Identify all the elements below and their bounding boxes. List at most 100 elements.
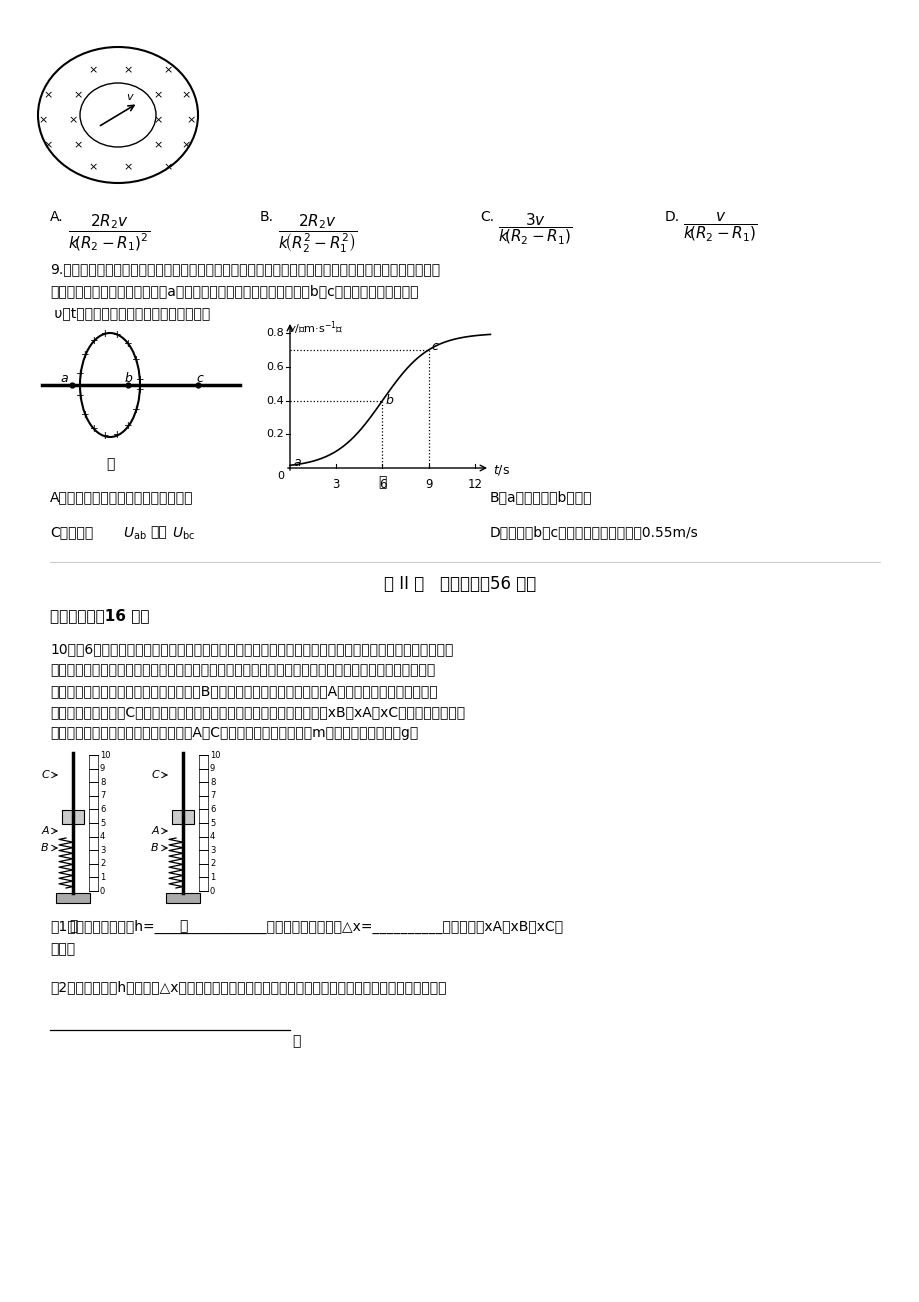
Bar [172,810,194,824]
Text: 5: 5 [100,819,105,828]
Text: 示）。: 示）。 [50,943,75,956]
Text: c: c [197,372,203,385]
Text: 甲: 甲 [69,919,77,934]
Text: 6: 6 [100,805,106,814]
Text: 6: 6 [210,805,215,814]
Text: +: + [90,336,98,346]
Text: $v$/（m·s$^{-1}$）: $v$/（m·s$^{-1}$） [288,319,344,337]
Text: 小于: 小于 [150,525,166,539]
Text: ×: × [164,161,173,172]
Text: 升到最高点的位置为C，分别记下这几个点位置并从刻度尺上读出对应示数xB、xA、xC，不断改变弹簧压: 升到最高点的位置为C，分别记下这几个点位置并从刻度尺上读出对应示数xB、xA、x… [50,704,465,719]
Text: 乙: 乙 [378,475,386,490]
Text: $\dfrac{2R_2v}{k\!\left(R_2-R_1\right)^2}$: $\dfrac{2R_2v}{k\!\left(R_2-R_1\right)^2… [68,212,150,253]
Text: +: + [90,424,98,435]
Text: +: + [132,405,141,414]
Text: A．带电圆环在圆心处产生的场强为零: A．带电圆环在圆心处产生的场强为零 [50,490,193,504]
Text: +: + [81,350,90,361]
Text: a: a [60,372,68,385]
Text: 0.4: 0.4 [266,396,284,405]
Text: 10: 10 [100,750,110,759]
Text: ×: × [153,141,163,150]
Text: A: A [151,825,159,836]
Text: +: + [101,431,110,441]
Text: 7: 7 [210,792,215,801]
Text: ；: ； [291,1034,300,1048]
Text: 1: 1 [210,872,215,881]
Text: +: + [124,421,132,431]
Text: 9.如图甲所示，一绝缘的竖直圆环上均匀分布着正电荷，一光滑细杆从圆心垂直圆环平面穿过圆环，杆上: 9.如图甲所示，一绝缘的竖直圆环上均匀分布着正电荷，一光滑细杆从圆心垂直圆环平面… [50,262,439,276]
Text: ×: × [153,115,163,125]
Text: 二、实验题（16 分）: 二、实验题（16 分） [50,608,150,622]
Text: D．小球由b到c的过程中平均速度小于0.55m/s: D．小球由b到c的过程中平均速度小于0.55m/s [490,525,698,539]
Text: $\dfrac{3v}{k\!\left(R_2-R_1\right)}$: $\dfrac{3v}{k\!\left(R_2-R_1\right)}$ [497,212,572,247]
Text: 套有带正电的小球，现使小球从a点由静止释放，并开始计时，后经过b、c两点，其运动过程中的: 套有带正电的小球，现使小球从a点由静止释放，并开始计时，后经过b、c两点，其运动… [50,284,418,298]
Text: 4: 4 [100,832,105,841]
Text: 的关系，将弹簧和一带有指针的滑块套在竖直的光滑杆上，滑块和弹簧不拴接，在杆的一侧竖直固定刻度: 的关系，将弹簧和一带有指针的滑块套在竖直的光滑杆上，滑块和弹簧不拴接，在杆的一侧… [50,663,435,677]
Text: 9: 9 [100,764,105,773]
Text: ×: × [187,115,196,125]
Text: （2）该同学做出h随压缩量△x的几种图象如下图所示，由这些图象可以得出弹性势能与形变量的关系是: （2）该同学做出h随压缩量△x的几种图象如下图所示，由这些图象可以得出弹性势能与… [50,980,446,993]
Text: +: + [113,329,122,340]
Text: 0.6: 0.6 [267,362,284,372]
Text: ×: × [181,90,190,100]
Text: +: + [81,410,90,419]
Text: 甲: 甲 [106,457,114,471]
Text: ×: × [88,161,97,172]
Text: C.: C. [480,210,494,224]
Text: 1: 1 [100,872,105,881]
Text: （1）滑块上升的高度h=________________，弹簧的压缩量大小△x=__________（用测得的xA、xB、xC表: （1）滑块上升的高度h=________________，弹簧的压缩量大小△x=… [50,921,562,934]
Text: 6: 6 [379,478,386,491]
Text: $U_{\mathrm{bc}}$: $U_{\mathrm{bc}}$ [172,526,195,543]
Text: ×: × [39,115,48,125]
Text: ×: × [43,141,52,150]
Text: 10: 10 [210,750,221,759]
Text: 0: 0 [210,887,215,896]
Text: 0: 0 [100,887,105,896]
Text: υ－t图象如图乙所示，下列说法正确的是: υ－t图象如图乙所示，下列说法正确的是 [50,306,210,320]
Text: ×: × [153,90,163,100]
Text: +: + [135,384,144,395]
Bar [199,755,208,891]
Text: c: c [431,340,438,353]
Text: 乙: 乙 [178,919,187,934]
Text: 3: 3 [332,478,339,491]
Text: +: + [101,328,110,339]
Text: B．a点场强大于b点场强: B．a点场强大于b点场强 [490,490,592,504]
Text: 3: 3 [100,846,106,854]
Text: 9: 9 [210,764,215,773]
Text: 0: 0 [277,471,284,480]
Text: ×: × [88,65,97,76]
Text: $t$/s: $t$/s [493,464,509,477]
Text: ×: × [123,161,132,172]
Text: $\dfrac{v}{k\!\left(R_2-R_1\right)}$: $\dfrac{v}{k\!\left(R_2-R_1\right)}$ [682,212,757,245]
Text: 第 II 卷   非选择题（56 分）: 第 II 卷 非选择题（56 分） [383,575,536,592]
Text: 尺，如图甲所示，弹簧自由伸长时上端在B点，将弹簧上端压缩到的位置为A，从静止释放滑块，滑块上: 尺，如图甲所示，弹簧自由伸长时上端在B点，将弹簧上端压缩到的位置为A，从静止释放… [50,684,437,698]
Text: +: + [135,375,144,385]
Text: B: B [151,842,159,853]
Text: $\dfrac{2R_2v}{k\!\left(R_2^2-R_1^2\right)}$: $\dfrac{2R_2v}{k\!\left(R_2^2-R_1^2\righ… [278,212,357,255]
Text: ×: × [74,141,83,150]
Text: A.: A. [50,210,63,224]
Text: +: + [132,355,141,366]
Text: b: b [385,395,393,408]
Text: C: C [41,769,49,780]
Text: 8: 8 [210,777,215,786]
Bar [89,755,98,891]
Text: ×: × [43,90,52,100]
Text: v: v [126,92,132,102]
Text: ×: × [164,65,173,76]
Text: ×: × [74,90,83,100]
Text: 9: 9 [425,478,432,491]
Text: 2: 2 [210,859,215,868]
Text: 2: 2 [100,859,105,868]
Text: 7: 7 [100,792,106,801]
Text: C: C [151,769,159,780]
Text: B: B [41,842,49,853]
Text: +: + [76,370,85,379]
Text: D.: D. [664,210,679,224]
Text: 缩到的位置，重复上述实验过程，记录A、C的位置；测出滑块质量为m，当地重力加速度为g。: 缩到的位置，重复上述实验过程，记录A、C的位置；测出滑块质量为m，当地重力加速度… [50,727,418,740]
Text: 4: 4 [210,832,215,841]
Bar [165,893,199,904]
Text: C．电势差: C．电势差 [50,525,93,539]
Text: +: + [124,340,132,349]
